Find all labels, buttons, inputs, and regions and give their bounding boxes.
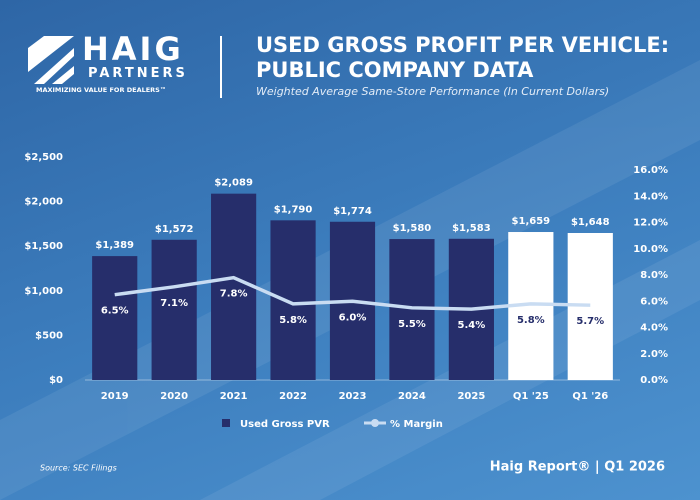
- line-value-label: 5.4%: [458, 320, 486, 331]
- x-tick-label: 2025: [457, 391, 485, 402]
- y-tick-label: $0: [49, 375, 63, 386]
- bar: [151, 239, 197, 380]
- y2-tick-label: 6.0%: [640, 296, 668, 307]
- line-value-label: 6.0%: [339, 312, 367, 323]
- source: Source: SEC Filings: [40, 464, 117, 473]
- bar-value-label: $1,572: [155, 224, 194, 235]
- y2-tick-label: 4.0%: [640, 323, 668, 334]
- legend-swatch: [222, 419, 230, 427]
- line-value-label: 7.1%: [160, 298, 188, 309]
- bar-value-label: $2,089: [214, 178, 253, 189]
- y2-tick-label: 2.0%: [640, 349, 668, 360]
- y2-tick-label: 16.0%: [633, 165, 668, 176]
- line-value-label: 5.8%: [517, 315, 545, 326]
- y2-tick-label: 8.0%: [640, 270, 668, 281]
- y-tick-label: $2,500: [24, 152, 63, 163]
- logo-sub: PARTNERS: [88, 66, 188, 81]
- y-tick-label: $1,000: [24, 286, 63, 297]
- x-tick-label: 2023: [339, 391, 367, 402]
- x-tick-label: 2022: [279, 391, 307, 402]
- bar-value-label: $1,389: [95, 240, 134, 251]
- line-value-label: 5.7%: [576, 316, 604, 327]
- tagline: MAXIMIZING VALUE FOR DEALERS™: [36, 86, 166, 94]
- line: [114, 275, 591, 311]
- chart-subtitle: Weighted Average Same-Store Performance …: [256, 85, 610, 98]
- y-tick-label: $500: [35, 330, 63, 341]
- y2-tick-label: 12.0%: [633, 218, 668, 229]
- bar: [270, 220, 316, 380]
- bar-value-label: $1,580: [393, 223, 432, 234]
- legend-swatch: [371, 419, 379, 427]
- y-tick-label: $2,000: [24, 197, 63, 208]
- line-value-label: 6.5%: [101, 306, 129, 317]
- bar: [211, 193, 257, 380]
- line-value-label: 5.5%: [398, 319, 426, 330]
- bar: [92, 256, 138, 380]
- legend-label: Used Gross PVR: [240, 419, 330, 430]
- y2-tick-label: 14.0%: [633, 191, 668, 202]
- legend-label: % Margin: [390, 419, 443, 430]
- line-value-label: 7.8%: [220, 289, 248, 300]
- bar-value-label: $1,790: [274, 204, 313, 215]
- x-tick-label: Q1 '25: [513, 391, 549, 402]
- bar-value-label: $1,583: [452, 223, 491, 234]
- y-tick-label: $1,500: [24, 241, 63, 252]
- x-tick-label: 2019: [101, 391, 129, 402]
- chart-title: USED GROSS PROFIT PER VEHICLE: PUBLIC CO…: [256, 33, 670, 82]
- x-tick-label: 2021: [220, 391, 248, 402]
- footer: Haig Report® | Q1 2026: [490, 460, 665, 475]
- x-tick-label: 2020: [160, 391, 188, 402]
- bar-value-label: $1,659: [512, 216, 551, 227]
- x-tick-label: 2024: [398, 391, 426, 402]
- logo-mark: [28, 36, 74, 84]
- y2-tick-label: 0.0%: [640, 375, 668, 386]
- logo-name: HAIG: [82, 30, 184, 68]
- line-value-label: 5.8%: [279, 315, 307, 326]
- bar-value-label: $1,648: [571, 217, 610, 228]
- bar-value-label: $1,774: [333, 206, 372, 217]
- x-tick-label: Q1 '26: [572, 391, 608, 402]
- y2-tick-label: 10.0%: [633, 244, 668, 255]
